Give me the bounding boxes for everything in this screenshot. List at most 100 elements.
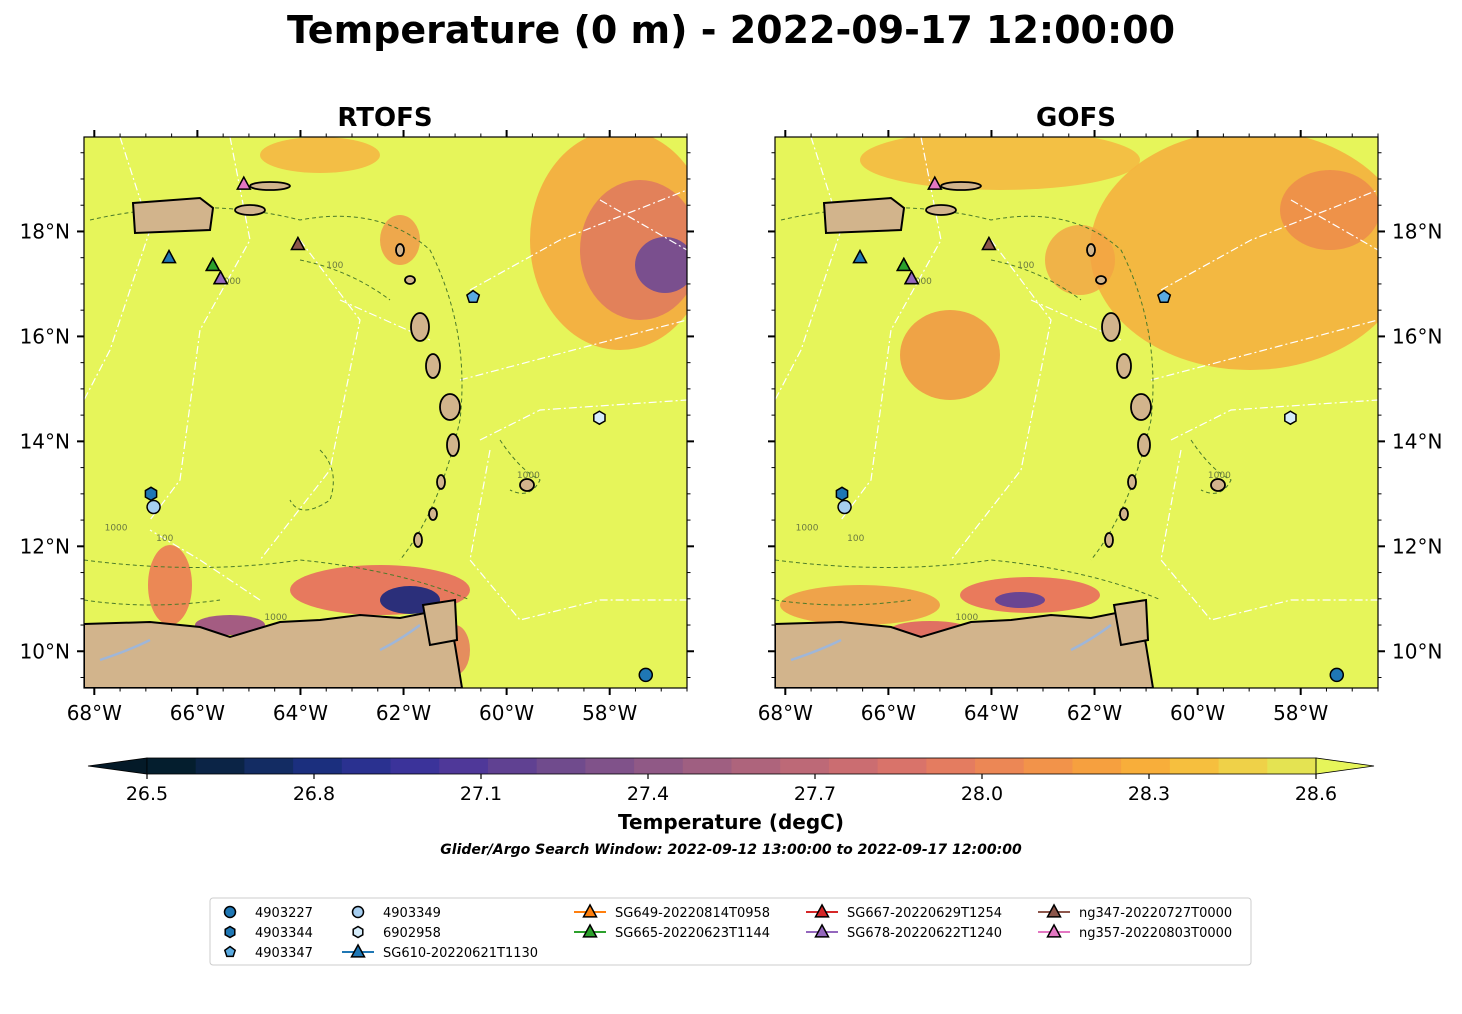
- colorbar-segment: [731, 758, 781, 774]
- legend-frame: [209, 897, 1252, 966]
- colorbar-tick-label: 26.8: [293, 783, 335, 805]
- marker-SG678-20220622T1240: [903, 269, 920, 285]
- lat-tick-label: 16°N: [20, 324, 70, 348]
- marker-SG665-20220623T1144: [896, 256, 912, 272]
- contour-label: 1000: [1208, 471, 1231, 481]
- lon-tick-label: 60°W: [1170, 701, 1225, 725]
- colorbar-tick-label: 28.3: [1128, 783, 1170, 805]
- map-frame-rtofs: [83, 136, 688, 689]
- colorbar-segment: [341, 758, 392, 774]
- ticks-gofs: 68°W 66°W 64°W 62°W 60°W 58°W 18°N 16°N 14°N 12°N…: [758, 130, 1442, 725]
- marker-SG610-20220621T1130: [350, 943, 366, 958]
- marker-SG678-20220622T1240: [814, 923, 830, 938]
- warm-patch: [260, 137, 380, 173]
- contour-label: 100: [156, 534, 173, 544]
- bathymetry-contours: [775, 207, 1232, 606]
- marker-SG665-20220623T1144: [582, 923, 598, 938]
- marker-4903347: [223, 945, 237, 958]
- legend-entry-label: SG610-20220621T1130: [383, 946, 538, 961]
- lon-tick-label: 64°W: [964, 701, 1019, 725]
- lon-tick-label: 58°W: [1273, 701, 1328, 725]
- island-arc: [925, 181, 1226, 548]
- markers-gofs: [835, 175, 1345, 683]
- island-arc: [234, 181, 535, 548]
- marker-ng347-20220727T0000: [1046, 903, 1062, 918]
- colorbar-segment: [147, 758, 197, 774]
- south-america-landmass: [84, 610, 464, 688]
- colorbar-segment: [1072, 758, 1122, 774]
- lat-tick-label: 14°N: [1392, 429, 1442, 453]
- colorbar-segment: [828, 758, 879, 774]
- marker-4903347: [1157, 289, 1172, 304]
- marker-SG610-20220621T1130: [161, 248, 177, 264]
- lon-tick-label: 66°W: [861, 701, 916, 725]
- colorbar-segment: [195, 758, 245, 774]
- warm-patch: [860, 137, 1140, 190]
- legend-entry-label: 4903347: [255, 946, 313, 961]
- colorbar-outline: [146, 757, 1317, 775]
- colorbar-segment: [1267, 758, 1317, 774]
- marker-4903347: [466, 289, 481, 304]
- rivers: [790, 623, 1112, 662]
- marker-ng347-20220727T0000: [981, 235, 997, 251]
- search-window-label: Glider/Argo Search Window: 2022-09-12 13…: [440, 842, 1022, 858]
- contour-label: 1000: [955, 613, 978, 623]
- colorbar-segment: [585, 758, 635, 774]
- south-america-landmass: [775, 610, 1155, 688]
- contour-label: 1000: [105, 524, 128, 534]
- lon-tick-label: 58°W: [582, 701, 637, 725]
- legend-entry-label: SG649-20220814T0958: [615, 906, 770, 921]
- colorbar-segment: [293, 758, 343, 774]
- cool-patch: [635, 237, 687, 293]
- marker-6902958: [352, 925, 364, 939]
- lat-tick-label: 10°N: [1392, 639, 1442, 663]
- lon-tick-label: 68°W: [67, 701, 122, 725]
- rivers: [99, 623, 421, 662]
- map-frame-gofs: [774, 136, 1379, 689]
- marker-SG610-20220621T1130: [852, 248, 868, 264]
- warm-patch: [900, 310, 1000, 400]
- map-panel-rtofs: 68°W 66°W 64°W 62°W 60°W 58°W 18°N 16°N 14°N 12°N…: [20, 130, 694, 725]
- marker-4903227: [1329, 667, 1345, 683]
- marker-SG665-20220623T1144: [205, 256, 221, 272]
- colorbar-label: Temperature (degC): [618, 810, 844, 834]
- legend-entry-label: ng357-20220803T0000: [1079, 926, 1232, 941]
- marker-4903344: [224, 925, 236, 939]
- marker-4903344: [835, 486, 849, 502]
- marker-SG667-20220629T1254: [814, 903, 830, 918]
- colorbar-segment: [439, 758, 489, 774]
- panel-title-gofs: GOFS: [1036, 103, 1116, 133]
- legend-entry-label: 4903344: [255, 926, 313, 941]
- contour-label: 1000: [264, 613, 287, 623]
- colorbar-segment: [1169, 758, 1220, 774]
- colorbar-tick-label: 28.0: [961, 783, 1003, 805]
- lon-tick-label: 68°W: [758, 701, 813, 725]
- puerto-rico-landmass: [822, 196, 906, 235]
- ticks-rtofs: 68°W 66°W 64°W 62°W 60°W 58°W 18°N 16°N 14°N 12°N…: [20, 130, 694, 725]
- lat-tick-label: 16°N: [1392, 324, 1442, 348]
- marker-4903227: [638, 667, 654, 683]
- colorbar-segment: [1121, 758, 1171, 774]
- contour-label: 1000: [909, 277, 932, 287]
- marker-4903349: [146, 499, 161, 515]
- colorbar-segment: [390, 758, 440, 774]
- colorbar-tick-label: 27.7: [794, 783, 836, 805]
- colorbar-segment: [975, 758, 1025, 774]
- puerto-rico-landmass: [131, 196, 215, 235]
- marker-6902958: [593, 410, 606, 426]
- legend-entry-label: ng347-20220727T0000: [1079, 906, 1232, 921]
- lon-tick-label: 66°W: [170, 701, 225, 725]
- marker-4903344: [144, 486, 158, 502]
- marker-ng357-20220803T0000: [927, 175, 943, 190]
- legend-entry-label: SG665-20220623T1144: [615, 926, 770, 941]
- legend-entry-label: 4903227: [255, 906, 313, 921]
- colorbar-segment: [780, 758, 830, 774]
- panel-title-rtofs: RTOFS: [337, 103, 432, 133]
- map-panel-gofs: 68°W 66°W 64°W 62°W 60°W 58°W 18°N 16°N 14°N 12°N…: [758, 130, 1442, 725]
- lat-tick-label: 10°N: [20, 639, 70, 663]
- contour-label: 100: [1017, 261, 1034, 271]
- colorbar-segment: [1023, 758, 1073, 774]
- colorbar-segment: [244, 758, 294, 774]
- colorbar-segment: [1218, 758, 1268, 774]
- colorbar-extend-low: [87, 757, 148, 775]
